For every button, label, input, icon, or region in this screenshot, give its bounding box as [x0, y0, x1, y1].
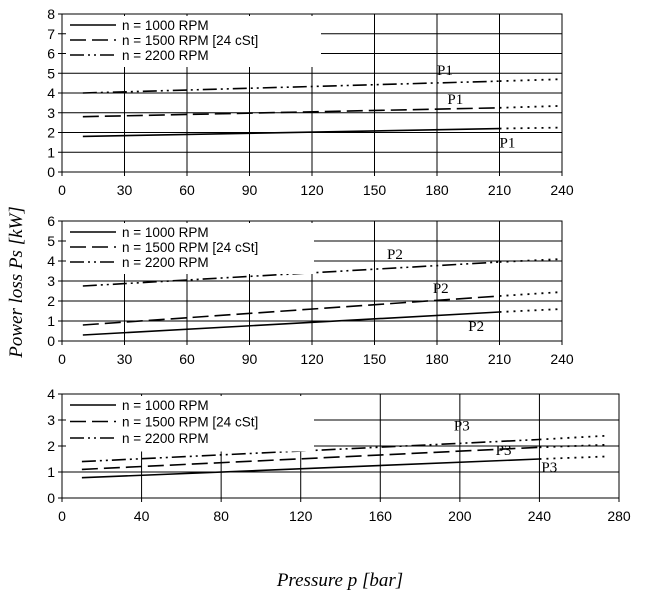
series-line-2	[82, 107, 500, 118]
y-tick-label: 4	[47, 253, 55, 269]
y-tick-label: 0	[47, 490, 55, 506]
x-tick-label: 30	[117, 182, 133, 198]
y-tick-label: 1	[47, 313, 55, 329]
annotation-label: P1	[437, 63, 453, 79]
series-line-1	[82, 311, 500, 336]
x-tick-label: 240	[528, 508, 552, 524]
y-tick-label: 0	[47, 333, 55, 349]
x-tick-label: 120	[289, 508, 313, 524]
y-tick-label: 4	[47, 386, 55, 402]
series-line-3	[82, 261, 500, 287]
x-tick-label: 60	[179, 182, 195, 198]
y-tick-label: 2	[47, 293, 55, 309]
y-tick-label: 4	[47, 85, 55, 101]
annotation-label: P1	[500, 135, 516, 151]
series-line-1	[81, 458, 540, 479]
x-tick-label: 80	[213, 508, 229, 524]
legend-label-2: n = 1500 RPM [24 cSt]	[122, 33, 258, 48]
x-tick-label: 30	[117, 351, 133, 367]
x-tick-label: 60	[179, 351, 195, 367]
y-tick-label: 5	[47, 65, 55, 81]
annotation-label: P1	[447, 92, 463, 108]
annotation-label: P2	[433, 281, 449, 297]
x-tick-label: 200	[448, 508, 472, 524]
y-tick-label: 8	[47, 6, 55, 22]
x-tick-label: 0	[58, 508, 66, 524]
annotation-label: P3	[496, 443, 512, 459]
legend-label-1: n = 1000 RPM	[122, 18, 209, 33]
annotation-label: P3	[541, 460, 557, 476]
legend-label-1: n = 1000 RPM	[122, 398, 209, 413]
y-tick-label: 0	[47, 164, 55, 180]
y-tick-label: 3	[47, 273, 55, 289]
legend-label-3: n = 2200 RPM	[122, 255, 209, 270]
legend-label-1: n = 1000 RPM	[122, 225, 209, 240]
annotation-label: P2	[468, 319, 484, 335]
x-tick-label: 280	[607, 508, 631, 524]
x-axis-title: Pressure p [bar]	[276, 570, 403, 591]
x-tick-label: 40	[134, 508, 150, 524]
x-tick-label: 150	[363, 182, 387, 198]
y-tick-label: 1	[47, 464, 55, 480]
x-tick-label: 90	[242, 351, 258, 367]
x-tick-label: 240	[550, 182, 574, 198]
x-tick-label: 150	[363, 351, 387, 367]
series-line-3	[82, 80, 500, 94]
x-tick-label: 210	[488, 351, 512, 367]
legend-label-2: n = 1500 RPM [24 cSt]	[122, 240, 258, 255]
legend-label-3: n = 2200 RPM	[122, 48, 209, 63]
y-tick-label: 1	[47, 144, 55, 160]
x-tick-label: 0	[58, 182, 66, 198]
x-tick-label: 0	[58, 351, 66, 367]
x-tick-label: 160	[369, 508, 393, 524]
x-tick-label: 90	[242, 182, 258, 198]
y-tick-label: 7	[47, 26, 55, 42]
annotation-label: P2	[387, 247, 403, 263]
x-tick-label: 210	[488, 182, 512, 198]
x-tick-label: 180	[425, 351, 449, 367]
x-tick-label: 120	[300, 351, 324, 367]
legend-label-2: n = 1500 RPM [24 cSt]	[122, 415, 258, 430]
series-line-2	[82, 295, 500, 326]
y-tick-label: 5	[47, 233, 55, 249]
chart-panel-1: 0 1 2 3 4 5 6 7 8 0 30 60 90 120 150 180 210 240 n = 1000 …	[47, 6, 574, 198]
series-line-1	[82, 127, 500, 138]
y-tick-label: 2	[47, 125, 55, 141]
y-axis-title: Power loss Ps [kW]	[6, 206, 27, 358]
legend-label-3: n = 2200 RPM	[122, 431, 209, 446]
x-tick-label: 120	[300, 182, 324, 198]
y-tick-label: 2	[47, 438, 55, 454]
y-tick-label: 3	[47, 412, 55, 428]
series-line-2	[81, 446, 540, 471]
y-tick-label: 6	[47, 213, 55, 229]
x-tick-label: 180	[425, 182, 449, 198]
y-tick-label: 3	[47, 105, 55, 121]
x-tick-label: 240	[550, 351, 574, 367]
annotation-label: P3	[454, 418, 470, 434]
y-tick-label: 6	[47, 46, 55, 62]
